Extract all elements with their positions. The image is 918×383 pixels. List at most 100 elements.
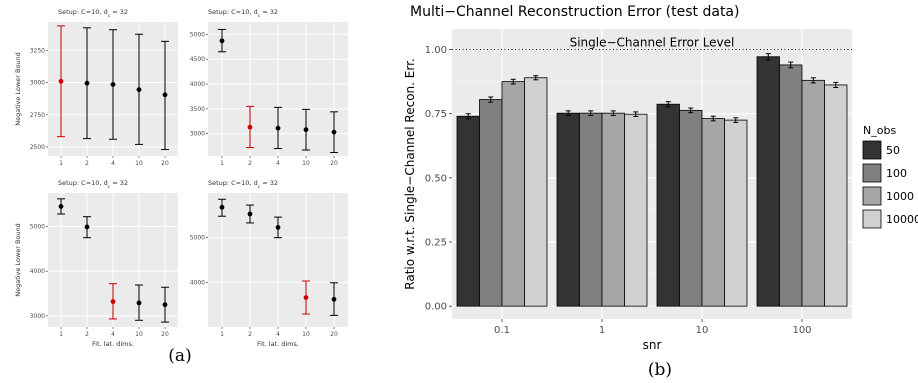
bar <box>456 115 480 307</box>
legend-swatch <box>862 140 882 160</box>
data-point <box>247 211 253 217</box>
x-tick-label: 20 <box>330 331 338 338</box>
bar <box>579 112 603 307</box>
y-tick-label: 3000 <box>30 80 45 87</box>
x-tick-label: 2 <box>248 160 252 167</box>
y-tick-label: 0.00 <box>425 302 447 313</box>
bar <box>779 64 803 307</box>
panel-bottom-left: 3000 4000 5000 1 2 4 10 20 Setup: C=10, dc = 32 N… <box>14 179 178 348</box>
chart-title: Multi−Channel Reconstruction Error (test… <box>410 4 739 20</box>
y-tick-label: 4000 <box>190 81 205 88</box>
data-point <box>110 299 116 304</box>
x-axis-label: snr <box>643 338 662 352</box>
y-tick-label: 0.75 <box>425 109 447 120</box>
x-tick-label: 4 <box>111 331 115 338</box>
data-point <box>58 204 64 209</box>
y-tick-label: 2750 <box>30 112 45 119</box>
bar <box>756 56 780 307</box>
y-tick-label: 4000 <box>30 268 45 275</box>
x-tick-label: 10 <box>302 331 310 338</box>
caption-a: (a) <box>168 346 191 366</box>
y-tick-label: 3250 <box>30 47 45 54</box>
x-tick-label: 2 <box>85 160 89 167</box>
x-tick-label: 1 <box>599 325 605 336</box>
x-tick-label: 4 <box>111 160 115 167</box>
y-tick-label: 1.00 <box>425 45 447 56</box>
data-point <box>275 224 281 230</box>
legend-swatch <box>862 186 882 206</box>
x-axis-label: Fit. lat. dims. <box>257 340 299 348</box>
data-point <box>162 92 168 98</box>
y-tick-label: 5000 <box>30 224 45 231</box>
data-point <box>136 87 142 93</box>
y-axis-label: Ratio w.r.t. Single−Channel Recon. Err. <box>403 58 417 289</box>
bar <box>679 109 703 307</box>
bar <box>501 81 525 307</box>
bar <box>601 112 625 307</box>
bar <box>556 112 580 307</box>
bar <box>701 118 725 307</box>
data-point <box>219 38 225 44</box>
y-tick-label: 5000 <box>190 31 205 38</box>
x-tick-label: 100 <box>792 325 811 336</box>
data-point <box>275 125 281 131</box>
legend-swatch <box>862 209 882 229</box>
bar <box>624 113 648 307</box>
legend-title: N_obs <box>863 124 896 137</box>
bar <box>524 77 548 307</box>
y-tick-label: 4000 <box>190 279 205 286</box>
legend-swatch <box>862 163 882 183</box>
panel-title: Setup: C=10, dc = 32 <box>208 179 278 190</box>
x-tick-label: 2 <box>85 331 89 338</box>
bar <box>801 79 825 307</box>
x-tick-label: 20 <box>161 160 169 167</box>
panel-top-right: 3000 3500 4000 4500 5000 1 2 4 10 20 Setup: C=10, … <box>190 8 348 167</box>
legend-label: 1000 <box>886 190 914 203</box>
data-point <box>84 80 90 86</box>
bar <box>824 84 848 307</box>
x-tick-label: 10 <box>696 325 709 336</box>
data-point <box>331 296 337 302</box>
x-tick-label: 0.1 <box>494 325 510 336</box>
x-axis-label: Fit. lat. dims. <box>92 340 134 348</box>
reference-line-label: Single−Channel Error Level <box>570 36 735 50</box>
x-tick-label: 10 <box>302 160 310 167</box>
data-point <box>136 300 142 306</box>
y-axis-label: Negative Lower Bound <box>14 223 22 297</box>
y-tick-label: 0.25 <box>425 238 447 249</box>
x-tick-label: 1 <box>220 160 224 167</box>
data-point <box>303 295 309 300</box>
bar <box>656 103 680 307</box>
y-axis-label: Negative Lower Bound <box>14 52 22 126</box>
y-tick-label: 3000 <box>30 313 45 320</box>
y-tick-label: 3500 <box>190 106 205 113</box>
panel-title: Setup: C=10, dc = 32 <box>58 8 128 19</box>
data-point <box>162 302 168 308</box>
y-tick-label: 2500 <box>30 144 45 151</box>
panel-top-left: 2500 2750 3000 3250 1 2 4 10 20 Setup: C=10, dc =… <box>14 8 178 167</box>
data-point <box>110 82 116 87</box>
x-tick-label: 1 <box>220 331 224 338</box>
data-point <box>331 129 337 135</box>
bar <box>724 119 748 307</box>
x-tick-label: 10 <box>135 160 143 167</box>
legend-label: 100 <box>886 167 907 180</box>
x-tick-label: 10 <box>135 331 143 338</box>
y-tick-label: 3000 <box>190 131 205 138</box>
legend-label: 50 <box>886 144 900 157</box>
bar <box>479 99 503 307</box>
data-point <box>247 124 253 130</box>
x-tick-label: 4 <box>276 160 280 167</box>
panel-title: Setup: C=10, dc = 32 <box>208 8 278 19</box>
legend-label: 10000 <box>886 213 918 226</box>
y-tick-label: 4500 <box>190 56 205 63</box>
data-point <box>303 127 309 133</box>
caption-b: (b) <box>648 360 672 380</box>
x-tick-label: 4 <box>276 331 280 338</box>
data-point <box>84 224 90 230</box>
x-tick-label: 2 <box>248 331 252 338</box>
y-tick-label: 0.50 <box>425 173 447 184</box>
y-tick-label: 5000 <box>190 235 205 242</box>
x-tick-label: 20 <box>161 331 169 338</box>
